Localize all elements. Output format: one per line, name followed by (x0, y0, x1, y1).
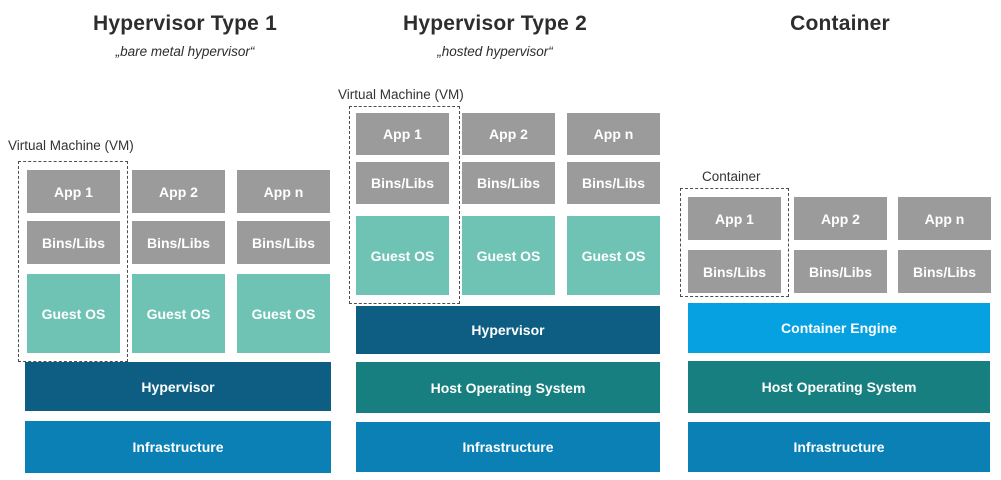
vm-group-label-hv1: Virtual Machine (VM) (8, 138, 134, 153)
guest-os-box: Guest OS (567, 216, 660, 295)
column-title-hypervisor-type-1: Hypervisor Type 1 (93, 12, 277, 35)
guest-os-box: Guest OS (462, 216, 555, 295)
app-box: App 2 (462, 113, 555, 155)
bins-libs-box: Bins/Libs (794, 250, 887, 293)
bins-libs-box: Bins/Libs (462, 162, 555, 204)
column-title-container: Container (790, 12, 890, 35)
bins-libs-box: Bins/Libs (567, 162, 660, 204)
container-dashed-frame (680, 188, 789, 297)
app-box: App 2 (794, 197, 887, 240)
container-group-label: Container (702, 169, 761, 184)
host-operating-system-bar: Host Operating System (688, 361, 990, 413)
app-box: App 1 (356, 113, 449, 155)
app-box: App 1 (27, 170, 120, 213)
guest-os-box: Guest OS (27, 274, 120, 353)
guest-os-box: Guest OS (356, 216, 449, 295)
hypervisor-bar: Hypervisor (356, 306, 660, 354)
app-box: App n (898, 197, 991, 240)
host-operating-system-bar: Host Operating System (356, 362, 660, 413)
guest-os-box: Guest OS (132, 274, 225, 353)
bins-libs-box: Bins/Libs (27, 221, 120, 264)
app-box: App n (567, 113, 660, 155)
bins-libs-box: Bins/Libs (237, 221, 330, 264)
infrastructure-bar: Infrastructure (25, 421, 331, 473)
app-box: App 1 (688, 197, 781, 240)
vm-dashed-frame-hv1 (18, 161, 128, 362)
bins-libs-box: Bins/Libs (898, 250, 991, 293)
bins-libs-box: Bins/Libs (688, 250, 781, 293)
column-subtitle-hypervisor-type-2: „hosted hypervisor“ (437, 44, 553, 59)
hypervisor-bar: Hypervisor (25, 362, 331, 411)
infrastructure-bar: Infrastructure (356, 422, 660, 472)
vm-dashed-frame-hv2 (349, 106, 460, 304)
column-subtitle-hypervisor-type-1: „bare metal hypervisor“ (115, 44, 255, 59)
infrastructure-bar: Infrastructure (688, 422, 990, 472)
app-box: App 2 (132, 170, 225, 213)
bins-libs-box: Bins/Libs (356, 162, 449, 204)
column-title-hypervisor-type-2: Hypervisor Type 2 (403, 12, 587, 35)
bins-libs-box: Bins/Libs (132, 221, 225, 264)
container-engine-bar: Container Engine (688, 303, 990, 353)
vm-group-label-hv2: Virtual Machine (VM) (338, 87, 464, 102)
guest-os-box: Guest OS (237, 274, 330, 353)
app-box: App n (237, 170, 330, 213)
